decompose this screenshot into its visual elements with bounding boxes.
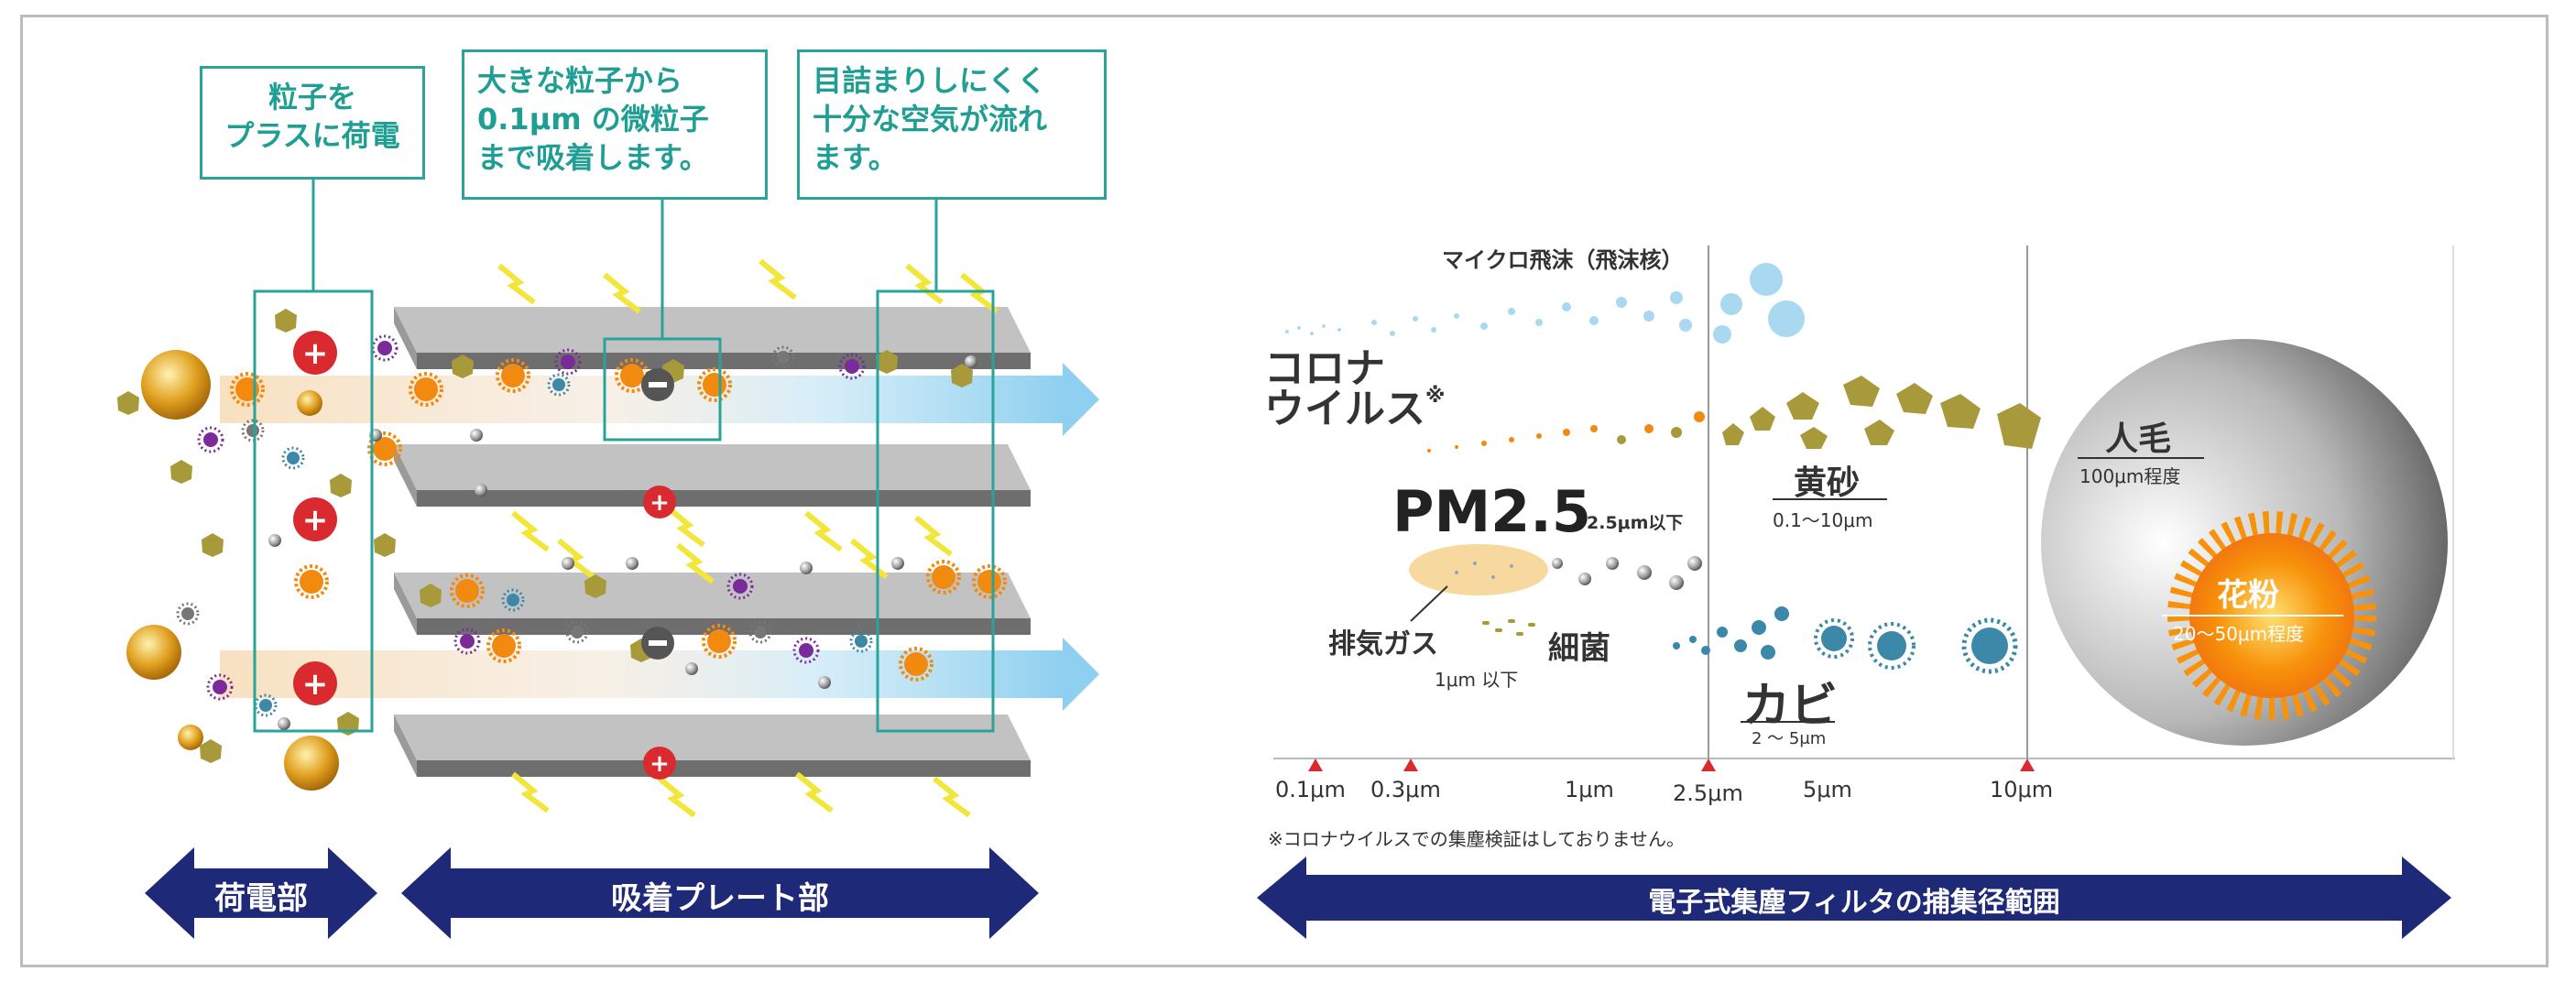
axis-tick-label: 2.5μm	[1673, 780, 1743, 806]
axis-tick-label: 0.3μm	[1370, 777, 1441, 802]
micro-droplet-label: マイクロ飛沫（飛沫核）	[1442, 247, 1684, 273]
axis-tick-markers	[1308, 758, 2035, 771]
plus-charge-icons: + + + + +	[293, 331, 676, 780]
fine-grey-particles	[1552, 556, 1702, 590]
yellow-sand-size: 0.1〜10μm	[1773, 509, 1873, 531]
plates-section-arrow	[401, 847, 1039, 939]
callout-charge: 粒子を プラスに荷電	[200, 66, 425, 180]
footnote: ※コロナウイルスでの集塵検証はしておりません。	[1268, 828, 1685, 850]
axis-tick-label: 0.1μm	[1275, 777, 1346, 802]
exhaust-label: 排気ガス	[1328, 628, 1438, 660]
minus-charge-icons	[641, 368, 674, 660]
pollen-label: 花粉	[2217, 577, 2279, 614]
callout-adsorb: 大きな粒子から 0.1μm の微粒子 まで吸着します。	[462, 49, 768, 200]
airflow-arrow-lower	[1063, 638, 1099, 711]
yellow-sand-label: 黄砂	[1794, 464, 1861, 502]
bacteria-shapes	[1482, 619, 1535, 636]
bacteria-label: 細菌	[1548, 630, 1610, 667]
hair-size: 100μm程度	[2079, 465, 2181, 487]
svg-text:+: +	[302, 335, 329, 372]
svg-text:+: +	[649, 750, 670, 778]
corona-label-line2: ウイルス	[1264, 386, 1425, 432]
micro-droplet-dots	[1285, 263, 1805, 344]
svg-text:+: +	[649, 489, 670, 517]
pm25-label: PM2.5	[1392, 478, 1591, 545]
svg-text:+: +	[302, 502, 329, 539]
mold-spores	[1673, 606, 2018, 674]
pm25-cloud	[1409, 544, 1548, 595]
callout-airflow: 目詰まりしにくく 十分な空気が流れ ます。	[797, 49, 1107, 200]
axis-tick-label: 1μm	[1565, 777, 1614, 802]
section-label-range: 電子式集塵フィルタの捕集径範囲	[1648, 887, 2060, 919]
corona-label-line1: コロナ	[1264, 345, 1385, 392]
airflow-band-upper	[220, 376, 1063, 423]
charging-section-arrow	[145, 847, 377, 939]
range-section-arrow	[1257, 857, 2451, 939]
flow-particles	[117, 309, 1007, 791]
axis-tick-label: 5μm	[1803, 777, 1852, 802]
airflow-arrow-upper	[1063, 363, 1099, 436]
yellow-sand-particles	[1427, 376, 2041, 453]
svg-text:+: +	[302, 666, 329, 703]
pm25-dots	[1455, 562, 1513, 579]
bacteria-size: 1μm 以下	[1435, 669, 1519, 691]
section-label-charging: 荷電部	[214, 880, 308, 917]
pollen-size: 20〜50μm程度	[2173, 623, 2305, 645]
section-label-plates: 吸着プレート部	[611, 880, 829, 917]
mold-label: カビ	[1742, 679, 1839, 734]
hair-label: 人毛	[2105, 420, 2172, 458]
mold-size: 2 〜 5μm	[1752, 729, 1827, 748]
corona-note-mark: ※	[1425, 385, 1446, 408]
axis-tick-label: 10μm	[1990, 777, 2054, 802]
pm25-note: 2.5μm以下	[1587, 513, 1684, 533]
